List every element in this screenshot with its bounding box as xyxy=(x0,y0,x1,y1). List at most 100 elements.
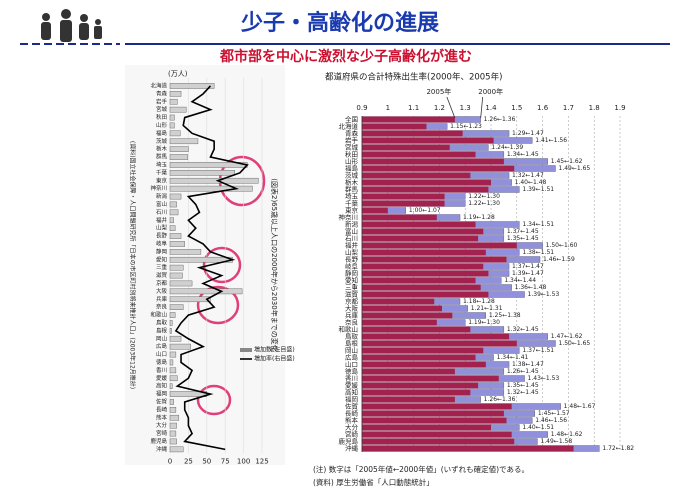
category-label: 福岡 xyxy=(345,395,358,404)
bar xyxy=(169,146,189,152)
category-label: 岐阜 xyxy=(345,262,359,271)
value-label: 1.43←1.53 xyxy=(528,375,560,382)
bar-2005 xyxy=(362,249,486,256)
value-label: 1.49←1.58 xyxy=(540,438,572,445)
bar-2005 xyxy=(362,424,491,431)
bar-2005 xyxy=(362,298,435,305)
category-label: 神奈川 xyxy=(339,213,359,222)
category-label: 広島 xyxy=(345,353,359,362)
category-label: 青森 xyxy=(156,89,168,97)
category-label: 三重 xyxy=(345,284,359,292)
category-label: 滋賀 xyxy=(156,271,168,279)
x-tick-label: 1.8 xyxy=(589,104,600,112)
value-label: 1.37←1.51 xyxy=(522,347,554,354)
bar-2005 xyxy=(362,389,471,396)
bar xyxy=(169,106,187,113)
category-label: 岩手 xyxy=(345,136,359,145)
bar xyxy=(169,296,211,303)
x-tick-label: 1.1 xyxy=(408,104,419,112)
bar xyxy=(169,83,215,89)
bar xyxy=(169,399,174,405)
category-label: 熊本 xyxy=(345,416,359,425)
bar xyxy=(169,312,176,318)
bar xyxy=(169,138,199,145)
category-label: 鳥取 xyxy=(156,318,168,326)
bar xyxy=(169,446,184,453)
x-tick-label: 1 xyxy=(386,104,390,112)
bar xyxy=(169,114,175,121)
bar xyxy=(169,383,173,389)
x-tick-label: 50 xyxy=(202,457,211,465)
category-label: 長野 xyxy=(345,256,359,264)
category-label: 鹿児島 xyxy=(339,437,359,446)
bar-2005 xyxy=(362,165,515,172)
bar xyxy=(169,328,172,334)
category-label: 岡山 xyxy=(156,334,167,342)
category-label: 群馬 xyxy=(345,185,359,194)
bar xyxy=(169,177,259,184)
bar xyxy=(169,391,207,397)
value-label: 1.39←1.47 xyxy=(512,270,544,277)
bar-2005 xyxy=(362,277,476,284)
category-label: 青森 xyxy=(345,129,359,138)
bar xyxy=(169,414,180,421)
category-label: 宮崎 xyxy=(345,430,359,439)
value-label: 1.46←1.59 xyxy=(543,256,575,263)
value-label: 1.00←1.07 xyxy=(409,207,441,214)
x-tick-label: 125 xyxy=(255,457,268,465)
category-label: 栃木 xyxy=(156,145,168,153)
bar-2005 xyxy=(362,361,486,368)
x-tick-label: 1.7 xyxy=(563,104,574,112)
category-label: 沖縄 xyxy=(156,445,168,453)
value-label: 1.34←1.41 xyxy=(497,354,529,361)
category-label: 鹿児島 xyxy=(150,437,167,445)
category-label: 北海道 xyxy=(150,81,167,89)
category-label: 香川 xyxy=(156,366,167,374)
value-label: 1.72←1.82 xyxy=(602,445,634,452)
category-label: 佐賀 xyxy=(156,397,168,405)
bar xyxy=(169,320,173,326)
value-label: 1.26←1.45 xyxy=(507,368,539,375)
category-label: 北海道 xyxy=(339,122,359,131)
bar-2005 xyxy=(362,263,484,270)
bar-2005 xyxy=(362,375,499,382)
legend-label: 2005年 xyxy=(426,87,451,96)
category-label: 新潟 xyxy=(156,192,168,200)
value-label: 1.40←1.51 xyxy=(522,424,554,431)
bar xyxy=(169,201,177,208)
bar-2005 xyxy=(362,144,450,151)
bar xyxy=(169,264,184,271)
bar-2005 xyxy=(362,186,489,193)
bar-2005 xyxy=(362,221,476,228)
subtitle: 都市部を中心に激烈な少子高齢化が進む xyxy=(219,48,472,65)
value-label: 1.21←1.31 xyxy=(471,305,503,312)
value-label: 1.19←1.30 xyxy=(468,319,500,326)
bar-2005 xyxy=(362,319,437,326)
bar-2005 xyxy=(362,396,455,403)
category-label: 大分 xyxy=(345,423,359,432)
category-label: 神奈川 xyxy=(150,184,167,192)
bar xyxy=(169,407,177,413)
bar xyxy=(169,249,202,255)
family-icon xyxy=(41,9,102,42)
bar xyxy=(169,209,179,216)
x-tick-label: 1.5 xyxy=(511,104,522,112)
bar-2005 xyxy=(362,228,484,235)
category-label: 大分 xyxy=(156,421,168,429)
bar-2005 xyxy=(362,151,476,158)
legend-label: 2000年 xyxy=(478,87,503,96)
category-label: 石川 xyxy=(345,235,358,243)
legend-arrow xyxy=(480,96,484,119)
category-label: 東京 xyxy=(345,206,359,215)
category-label: 千葉 xyxy=(156,168,168,176)
category-label: 大阪 xyxy=(345,304,359,313)
category-label: 島根 xyxy=(156,326,168,334)
value-label: 1.32←1.45 xyxy=(507,326,539,333)
category-label: 愛知 xyxy=(156,255,167,263)
bar xyxy=(169,91,182,97)
category-label: 茨城 xyxy=(345,171,359,180)
bar-2005 xyxy=(362,368,455,375)
category-label: 石川 xyxy=(156,209,167,216)
category-label: 新潟 xyxy=(345,220,359,229)
bar-2005 xyxy=(362,179,491,186)
